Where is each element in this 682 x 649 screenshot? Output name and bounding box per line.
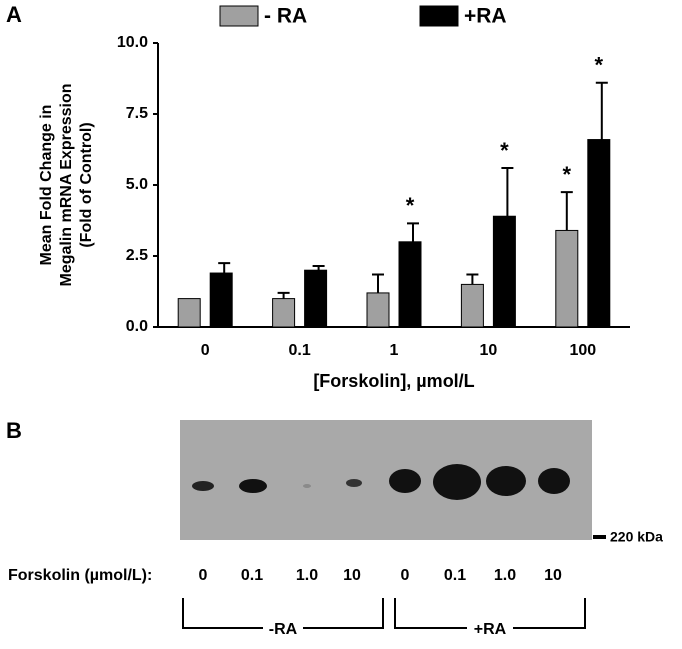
error-bar — [277, 291, 290, 299]
error-bar — [560, 191, 573, 231]
x-tick-label: 0 — [201, 342, 210, 359]
significance-marker: * — [406, 193, 415, 218]
legend-swatch — [219, 5, 259, 27]
error-bar — [407, 222, 419, 242]
group-brackets — [182, 598, 586, 629]
error-bar — [218, 262, 231, 274]
blot-image — [180, 420, 592, 540]
legend-label: +RA — [464, 5, 507, 28]
y-tick-label: 10.0 — [117, 34, 148, 51]
x-axis-label: [Forskolin], µmol/L — [313, 371, 474, 391]
error-bar — [501, 166, 514, 217]
bar — [177, 298, 201, 328]
x-tick-label: 100 — [569, 342, 596, 359]
y-axis-label-line: Mean Fold Change in — [38, 105, 55, 266]
bar — [209, 272, 233, 328]
bar — [587, 139, 611, 328]
group-label: -RA — [269, 621, 298, 638]
panel-label: B — [6, 418, 22, 443]
significance-marker: * — [595, 53, 604, 78]
lane-label: 0.1 — [444, 567, 466, 584]
row-label: Forskolin (µmol/L): — [8, 567, 152, 584]
blot-bands — [192, 464, 570, 500]
error-bar — [466, 273, 479, 285]
y-axis-label-line: Megalin mRNA Expression — [58, 83, 75, 286]
lane-label: 10 — [544, 567, 562, 584]
y-tick-label: 2.5 — [126, 247, 148, 264]
marker-label: 220 kDa — [610, 529, 663, 545]
lane-label: 1.0 — [296, 567, 318, 584]
bar — [398, 241, 422, 328]
y-axis-label-line: (Fold of Control) — [78, 122, 95, 247]
lane-label: 1.0 — [494, 567, 516, 584]
y-axis-label: Mean Fold Change in Megalin mRNA Express… — [38, 83, 95, 286]
x-tick-label: 10 — [480, 342, 498, 359]
bar — [555, 229, 579, 328]
legend-swatch — [419, 5, 459, 27]
lane-label: 0.1 — [241, 567, 263, 584]
panel-label: A — [6, 2, 22, 27]
group-label: +RA — [474, 621, 507, 638]
lane-label: 10 — [343, 567, 361, 584]
legend-label: - RA — [264, 5, 307, 28]
error-bar — [595, 81, 608, 140]
bar — [366, 292, 390, 328]
bar — [304, 269, 328, 328]
bar — [460, 283, 484, 328]
bar — [492, 215, 516, 328]
y-tick-label: 5.0 — [126, 176, 148, 193]
significance-marker: * — [500, 138, 509, 163]
significance-marker: * — [563, 162, 572, 187]
x-tick-label: 0.1 — [288, 342, 310, 359]
bar — [272, 298, 296, 328]
x-tick-label: 1 — [390, 342, 399, 359]
lane-label: 0 — [401, 567, 410, 584]
lane-label: 0 — [199, 567, 208, 584]
error-bar — [372, 273, 384, 293]
y-tick-label: 0.0 — [126, 318, 148, 335]
y-tick-label: 7.5 — [126, 105, 148, 122]
error-bar — [312, 264, 325, 271]
